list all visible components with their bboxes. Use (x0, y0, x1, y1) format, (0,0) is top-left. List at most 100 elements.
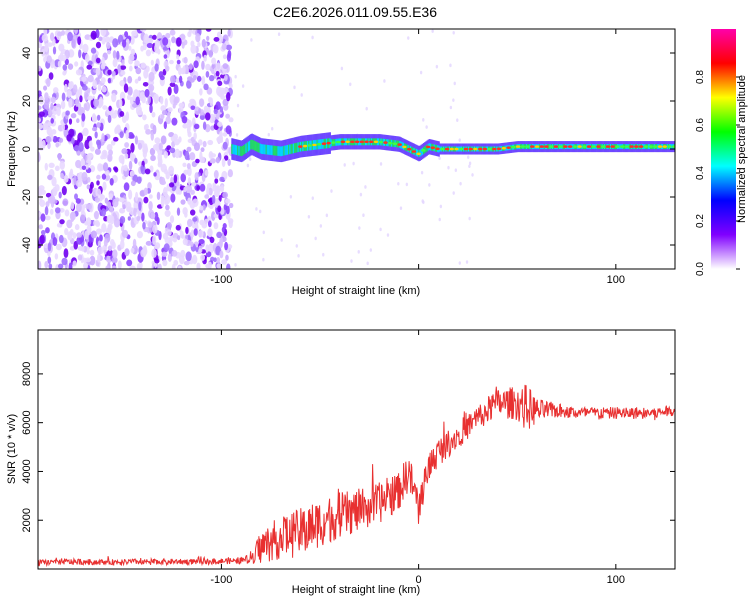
noise-speckle (128, 45, 132, 51)
noise-speckle (405, 182, 409, 187)
noise-speckle (183, 260, 190, 266)
ridge-peak (496, 147, 502, 151)
noise-speckle (222, 98, 229, 107)
noise-speckle (221, 259, 228, 265)
noise-speckle (46, 42, 53, 47)
noise-speckle (138, 201, 142, 211)
noise-speckle (163, 168, 168, 175)
noise-speckle (112, 38, 119, 48)
noise-speckle (149, 165, 154, 173)
noise-speckle (169, 215, 175, 224)
noise-speckle (45, 201, 50, 207)
ridge-core (401, 142, 404, 149)
noise-speckle (216, 231, 223, 239)
noise-speckle (82, 43, 89, 54)
ridge-core (269, 145, 271, 155)
noise-speckle (120, 70, 126, 76)
ridge-peak (463, 147, 469, 151)
noise-speckle (189, 209, 196, 216)
noise-speckle (154, 63, 159, 72)
noise-speckle (96, 122, 101, 128)
y-tick-label: 6000 (21, 410, 33, 434)
noise-speckle (349, 82, 352, 87)
noise-speckle (38, 139, 43, 148)
noise-speckle (96, 180, 100, 186)
noise-speckle (150, 59, 154, 66)
ridge-peak (406, 147, 412, 151)
ridge-peak (440, 147, 445, 151)
noise-speckle (192, 217, 198, 222)
noise-speckle (38, 65, 42, 72)
noise-speckle (161, 110, 168, 116)
noise-speckle (44, 162, 48, 171)
noise-speckle (38, 95, 45, 105)
noise-speckle (98, 96, 104, 106)
noise-speckle (118, 197, 125, 203)
noise-speckle (156, 216, 160, 226)
noise-speckle (60, 172, 64, 179)
noise-speckle (227, 169, 233, 178)
noise-speckle (149, 104, 153, 114)
noise-speckle (157, 263, 162, 269)
noise-speckle (119, 111, 125, 117)
noise-speckle (217, 138, 224, 144)
noise-speckle (47, 242, 52, 252)
noise-speckle (70, 113, 77, 119)
noise-speckle (226, 92, 231, 102)
noise-speckle (165, 204, 170, 211)
noise-speckle (79, 95, 83, 103)
ridge-peak (548, 145, 554, 148)
noise-speckle (203, 54, 207, 62)
noise-speckle (81, 165, 87, 171)
noise-speckle (135, 96, 141, 106)
noise-speckle (359, 192, 363, 197)
ridge-peak (615, 145, 620, 148)
noise-speckle (142, 221, 146, 230)
colorbar-tick-label: 0.4 (695, 166, 706, 180)
noise-speckle (52, 46, 57, 55)
noise-speckle (465, 260, 469, 264)
noise-speckle (456, 118, 459, 122)
noise-speckle (194, 221, 199, 230)
noise-speckle (146, 42, 154, 49)
noise-speckle (130, 48, 136, 56)
noise-speckle (125, 111, 130, 121)
noise-speckle (115, 197, 120, 203)
noise-speckle (139, 29, 147, 32)
noise-speckle (73, 29, 79, 35)
noise-speckle (154, 242, 161, 250)
noise-speckle (39, 234, 45, 245)
ridge-core (284, 145, 287, 156)
noise-speckle (58, 43, 65, 52)
ridge-core (257, 142, 259, 153)
noise-speckle (112, 50, 117, 59)
noise-speckle (119, 216, 126, 224)
noise-speckle (87, 95, 94, 101)
noise-speckle (99, 234, 103, 242)
noise-speckle (111, 70, 116, 77)
ridge-core (245, 143, 247, 154)
noise-speckle (224, 241, 229, 251)
noise-speckle (48, 72, 54, 80)
ridge-peak (435, 147, 440, 151)
noise-speckle (119, 80, 125, 87)
noise-speckle (216, 62, 221, 72)
noise-speckle (43, 101, 50, 110)
colorbar: 0.0 0.2 0.4 0.6 0.8 Normalized spectral ampl… (695, 29, 748, 276)
noise-speckle (193, 228, 198, 236)
noise-speckle (176, 54, 180, 60)
noise-speckle (322, 252, 325, 257)
noise-speckle (59, 219, 65, 225)
noise-speckle (49, 195, 56, 204)
noise-speckle (293, 85, 296, 90)
noise-speckle (170, 193, 176, 203)
noise-speckle (386, 233, 390, 237)
noise-speckle (164, 97, 168, 108)
noise-speckle (107, 77, 112, 84)
noise-speckle (109, 215, 115, 225)
noise-speckle (81, 84, 88, 91)
ridge-core (430, 143, 432, 151)
ridge-core (275, 145, 277, 156)
noise-speckle (162, 37, 169, 46)
noise-speckle (178, 75, 183, 84)
